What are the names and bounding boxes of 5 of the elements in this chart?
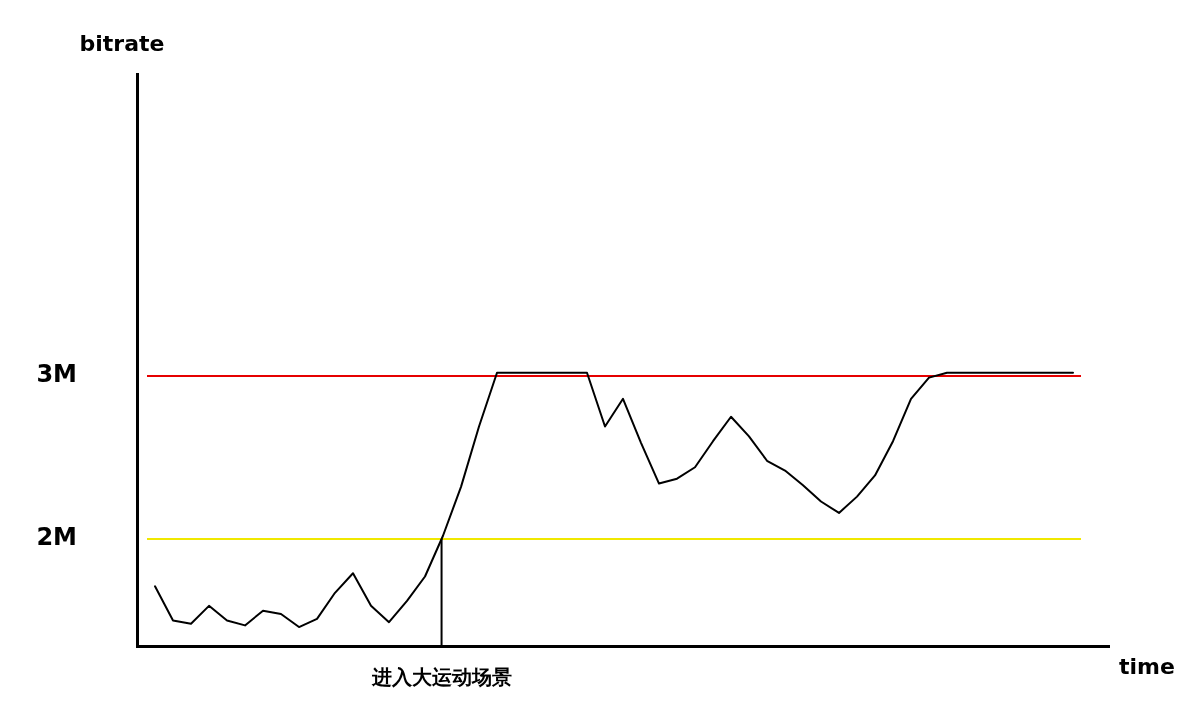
- annotation: 进入大运动场景: [370, 664, 512, 689]
- y-tick-label: 2M: [36, 523, 77, 552]
- x-axis-title: time: [1119, 654, 1175, 680]
- y-tick-label: 3M: [36, 360, 77, 389]
- y-axis-title: bitrate: [79, 31, 165, 57]
